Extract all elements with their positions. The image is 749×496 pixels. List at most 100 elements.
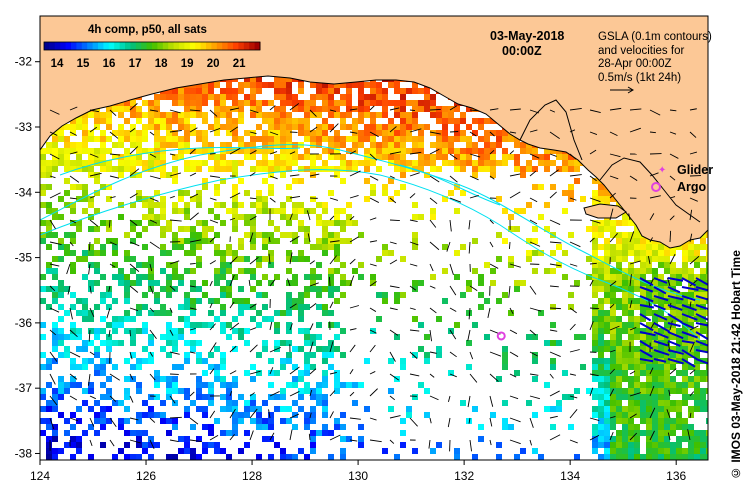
sst-cell xyxy=(334,214,340,220)
sst-cell xyxy=(220,262,226,268)
sst-cell xyxy=(178,364,184,370)
sst-cell xyxy=(238,412,244,418)
sst-cell xyxy=(304,112,310,118)
sst-cell xyxy=(124,160,130,166)
sst-cell xyxy=(76,124,82,130)
sst-cell xyxy=(640,382,646,388)
sst-cell xyxy=(454,250,460,256)
sst-cell xyxy=(328,88,334,94)
sst-cell xyxy=(322,244,328,250)
sst-cell xyxy=(622,346,628,352)
velocity-arrow xyxy=(329,341,334,353)
velocity-arrow xyxy=(129,263,140,272)
sst-cell xyxy=(334,334,340,340)
sst-cell xyxy=(214,154,220,160)
sst-cell xyxy=(376,292,382,298)
sst-cell xyxy=(706,346,708,352)
velocity-arrow xyxy=(649,172,659,177)
sst-cell xyxy=(466,124,472,130)
sst-cell xyxy=(526,166,532,172)
sst-cell xyxy=(220,94,226,100)
sst-cell xyxy=(136,142,142,148)
sst-cell xyxy=(280,94,286,100)
sst-cell xyxy=(280,88,286,94)
sst-cell xyxy=(106,340,112,346)
sst-cell xyxy=(658,274,664,280)
strong-velocity-arrow xyxy=(695,286,708,292)
sst-cell xyxy=(196,406,202,412)
sst-cell xyxy=(670,328,676,334)
sst-cell xyxy=(544,382,550,388)
sst-cell xyxy=(208,382,214,388)
velocity-arrow xyxy=(449,285,457,296)
sst-cell xyxy=(46,364,52,370)
sst-cell xyxy=(334,424,340,430)
sst-cell xyxy=(304,118,310,124)
sst-cell xyxy=(76,436,82,442)
sst-cell xyxy=(532,358,538,364)
sst-cell xyxy=(388,142,394,148)
sst-cell xyxy=(238,142,244,148)
strong-velocity-arrow xyxy=(667,295,684,301)
sst-cell xyxy=(526,142,532,148)
sst-cell xyxy=(334,370,340,376)
velocity-arrow xyxy=(529,307,542,312)
sst-cell xyxy=(268,184,274,190)
sst-cell xyxy=(280,112,286,118)
sst-cell xyxy=(616,250,622,256)
sst-cell xyxy=(232,400,238,406)
sst-cell xyxy=(472,130,478,136)
sst-cell xyxy=(226,244,232,250)
sst-cell xyxy=(406,118,412,124)
sst-cell xyxy=(262,400,268,406)
sst-cell xyxy=(262,166,268,172)
velocity-arrow xyxy=(589,434,600,441)
sst-cell xyxy=(58,448,64,454)
sst-cell xyxy=(664,376,670,382)
sst-cell xyxy=(160,304,166,310)
sst-cell xyxy=(568,154,574,160)
velocity-arrow xyxy=(108,285,111,292)
sst-cell xyxy=(478,274,484,280)
sst-cell xyxy=(154,112,160,118)
sst-cell xyxy=(100,412,106,418)
sst-cell xyxy=(550,268,556,274)
sst-cell xyxy=(292,148,298,154)
sst-cell xyxy=(652,292,658,298)
velocity-arrow xyxy=(689,279,698,287)
sst-cell xyxy=(604,406,610,412)
sst-cell xyxy=(124,310,130,316)
sst-cell xyxy=(604,328,610,334)
velocity-arrow xyxy=(169,129,182,133)
velocity-arrow xyxy=(489,373,499,382)
sst-cell xyxy=(118,268,124,274)
velocity-arrow xyxy=(428,439,431,449)
sst-cell xyxy=(148,412,154,418)
velocity-arrow xyxy=(289,235,300,243)
sst-cell xyxy=(652,406,658,412)
sst-cell xyxy=(244,82,250,88)
sst-cell xyxy=(610,442,616,448)
sst-cell xyxy=(172,136,178,142)
velocity-arrow xyxy=(249,392,255,397)
sst-cell xyxy=(322,358,328,364)
sst-cell xyxy=(322,208,328,214)
sst-cell xyxy=(76,382,82,388)
strong-velocity-arrow xyxy=(667,286,681,294)
velocity-arrow xyxy=(269,279,276,287)
sst-cell xyxy=(322,124,328,130)
sst-cell xyxy=(256,280,262,286)
sst-cell xyxy=(46,244,52,250)
sst-cell xyxy=(412,394,418,400)
sst-cell xyxy=(58,412,64,418)
sst-cell xyxy=(652,256,658,262)
sst-cell xyxy=(442,118,448,124)
sst-cell xyxy=(676,244,682,250)
sst-cell xyxy=(214,130,220,136)
sst-cell xyxy=(280,448,286,454)
sst-cell xyxy=(412,100,418,106)
sst-cell xyxy=(202,412,208,418)
sst-cell xyxy=(436,316,442,322)
velocity-arrow xyxy=(429,373,435,378)
sst-cell xyxy=(436,106,442,112)
